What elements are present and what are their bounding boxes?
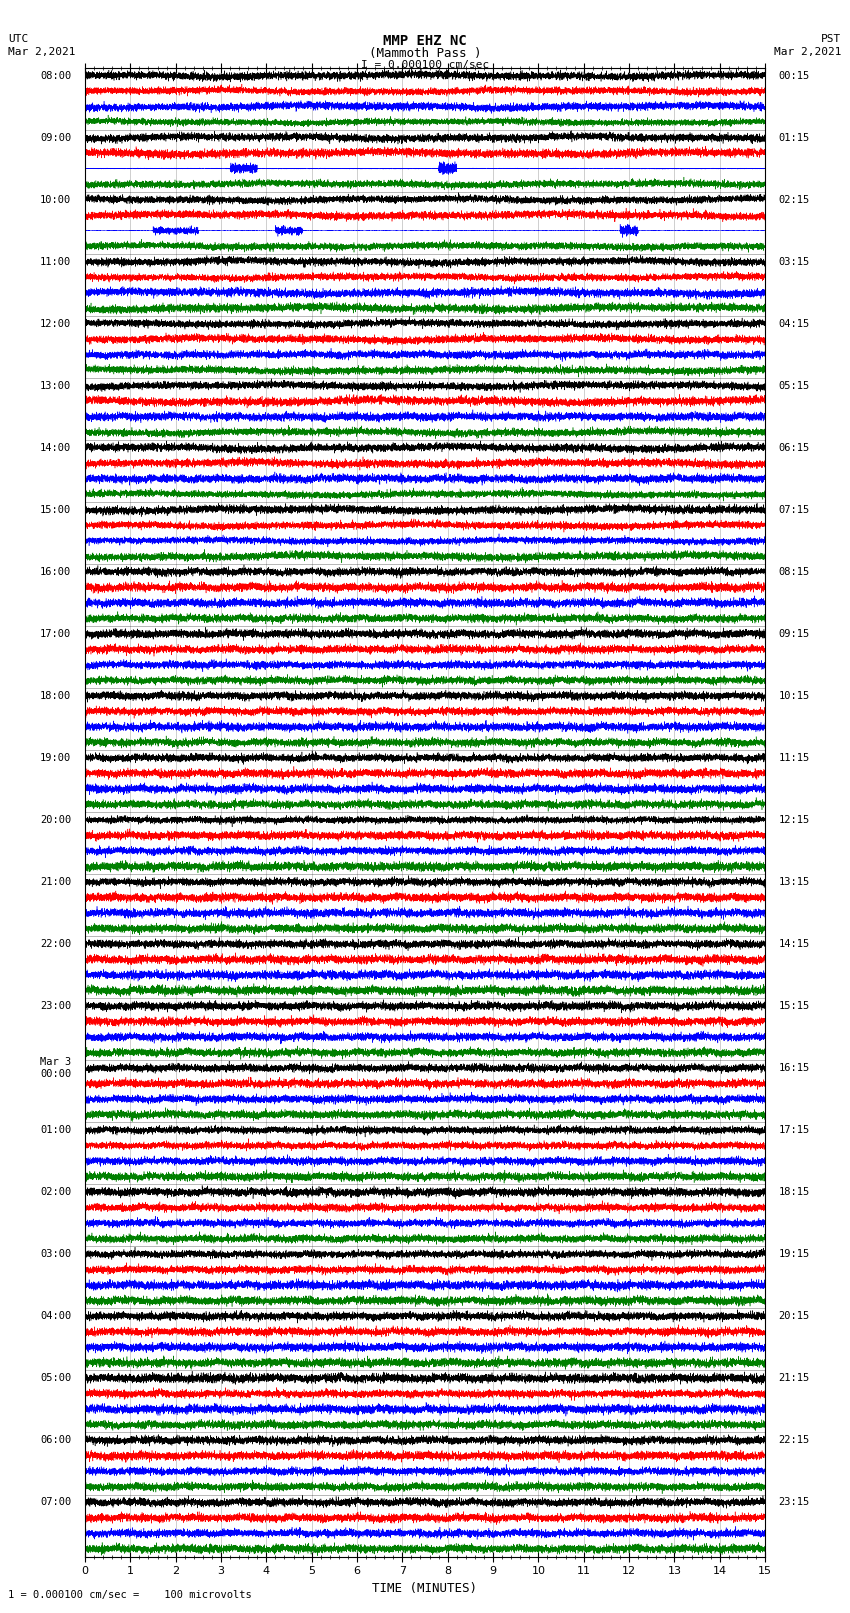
Text: UTC: UTC (8, 34, 29, 44)
Text: 11:00: 11:00 (40, 256, 71, 266)
Text: 19:15: 19:15 (779, 1248, 810, 1260)
Text: 15:00: 15:00 (40, 505, 71, 515)
Text: 22:00: 22:00 (40, 939, 71, 948)
Text: 13:00: 13:00 (40, 381, 71, 390)
Text: 14:15: 14:15 (779, 939, 810, 948)
Text: MMP EHZ NC: MMP EHZ NC (383, 34, 467, 48)
Text: Mar 3
00:00: Mar 3 00:00 (40, 1057, 71, 1079)
Text: 13:15: 13:15 (779, 877, 810, 887)
Text: 00:15: 00:15 (779, 71, 810, 81)
Text: 03:00: 03:00 (40, 1248, 71, 1260)
Text: 05:00: 05:00 (40, 1373, 71, 1384)
Text: 18:00: 18:00 (40, 690, 71, 700)
Text: 07:15: 07:15 (779, 505, 810, 515)
Text: 10:00: 10:00 (40, 195, 71, 205)
Text: 14:00: 14:00 (40, 442, 71, 453)
Text: 16:15: 16:15 (779, 1063, 810, 1073)
Text: 03:15: 03:15 (779, 256, 810, 266)
Text: 12:15: 12:15 (779, 815, 810, 824)
Text: 01:15: 01:15 (779, 132, 810, 142)
Text: 12:00: 12:00 (40, 319, 71, 329)
Text: 20:15: 20:15 (779, 1311, 810, 1321)
Text: Mar 2,2021: Mar 2,2021 (8, 47, 76, 56)
Text: 07:00: 07:00 (40, 1497, 71, 1507)
Text: 17:15: 17:15 (779, 1124, 810, 1136)
Text: 01:00: 01:00 (40, 1124, 71, 1136)
Text: 23:15: 23:15 (779, 1497, 810, 1507)
Text: 15:15: 15:15 (779, 1002, 810, 1011)
Text: PST: PST (821, 34, 842, 44)
Text: 06:15: 06:15 (779, 442, 810, 453)
Text: 1 = 0.000100 cm/sec =    100 microvolts: 1 = 0.000100 cm/sec = 100 microvolts (8, 1590, 252, 1600)
Text: 16:00: 16:00 (40, 566, 71, 577)
Text: 18:15: 18:15 (779, 1187, 810, 1197)
Text: 09:00: 09:00 (40, 132, 71, 142)
Text: 09:15: 09:15 (779, 629, 810, 639)
Text: 08:00: 08:00 (40, 71, 71, 81)
Text: 22:15: 22:15 (779, 1436, 810, 1445)
Text: 04:00: 04:00 (40, 1311, 71, 1321)
Text: 11:15: 11:15 (779, 753, 810, 763)
Text: Mar 2,2021: Mar 2,2021 (774, 47, 842, 56)
Text: 17:00: 17:00 (40, 629, 71, 639)
Text: (Mammoth Pass ): (Mammoth Pass ) (369, 47, 481, 60)
Text: 23:00: 23:00 (40, 1002, 71, 1011)
Text: I = 0.000100 cm/sec: I = 0.000100 cm/sec (361, 60, 489, 69)
Text: 20:00: 20:00 (40, 815, 71, 824)
Text: 06:00: 06:00 (40, 1436, 71, 1445)
Text: 08:15: 08:15 (779, 566, 810, 577)
Text: 21:15: 21:15 (779, 1373, 810, 1384)
Text: 04:15: 04:15 (779, 319, 810, 329)
Text: 10:15: 10:15 (779, 690, 810, 700)
X-axis label: TIME (MINUTES): TIME (MINUTES) (372, 1582, 478, 1595)
Text: 21:00: 21:00 (40, 877, 71, 887)
Text: 05:15: 05:15 (779, 381, 810, 390)
Text: 02:00: 02:00 (40, 1187, 71, 1197)
Text: 02:15: 02:15 (779, 195, 810, 205)
Text: 19:00: 19:00 (40, 753, 71, 763)
